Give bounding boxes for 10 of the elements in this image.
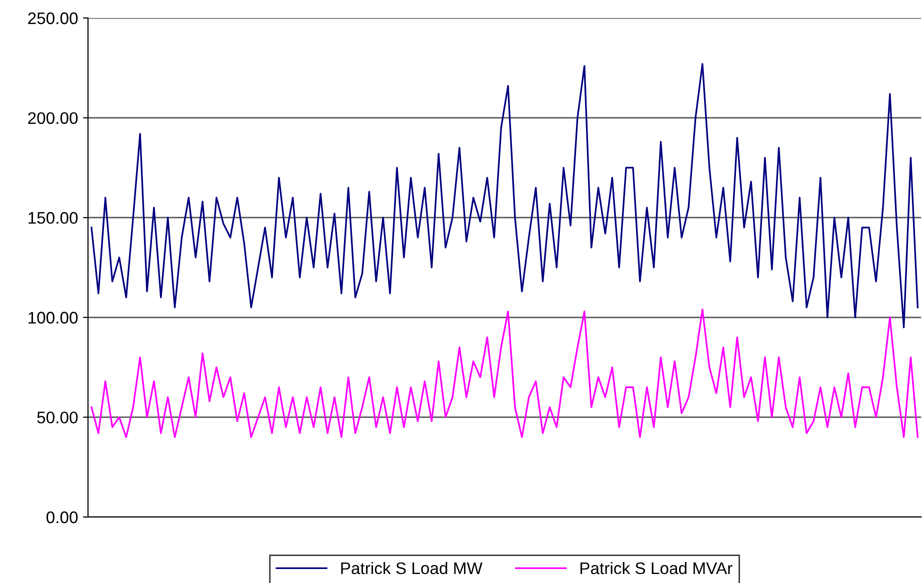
legend-label: Patrick S Load MVAr xyxy=(580,562,732,574)
legend-label: Patrick S Load MW xyxy=(341,562,482,574)
y-tick-label: 0.00 xyxy=(46,511,78,524)
line-series xyxy=(90,308,919,438)
line-series xyxy=(90,63,919,328)
y-tick-label: 100.00 xyxy=(28,312,78,324)
y-tick-label: 250.00 xyxy=(28,12,78,24)
y-tick-label: 50.00 xyxy=(37,412,78,424)
y-tick-label: 200.00 xyxy=(28,112,78,124)
y-tick-label: 150.00 xyxy=(28,212,78,224)
